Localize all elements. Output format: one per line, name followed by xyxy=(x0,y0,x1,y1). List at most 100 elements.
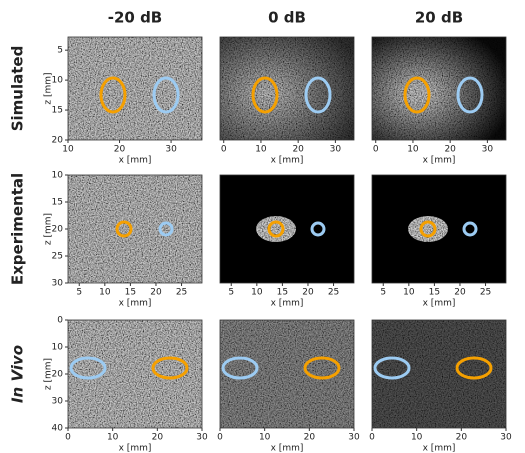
roi-blue xyxy=(456,76,484,114)
x-tick-label: 30 xyxy=(500,433,512,443)
x-tick-label: 20 xyxy=(292,145,304,155)
y-tick-label: 40 xyxy=(52,424,64,434)
x-tick-label: 10 xyxy=(255,145,267,155)
panel-frame xyxy=(371,174,507,284)
x-axis-label: x [mm] xyxy=(119,299,152,309)
panel-frame xyxy=(219,174,355,284)
y-tick-label: 10 xyxy=(52,76,64,86)
x-tick-label: 5 xyxy=(380,288,386,298)
row-label: In Vivo xyxy=(9,345,27,403)
shading xyxy=(220,320,354,428)
y-tick-label: 25 xyxy=(52,252,63,262)
x-axis-label: x [mm] xyxy=(119,156,152,166)
roi-orange xyxy=(403,76,431,114)
y-tick-label: 0 xyxy=(57,316,63,326)
y-tick-label: 30 xyxy=(52,397,64,407)
row-label: Simulated xyxy=(9,46,27,132)
x-tick-label: 25 xyxy=(480,288,491,298)
image-panel xyxy=(219,319,355,429)
y-tick-label: 10 xyxy=(52,171,64,181)
y-axis-label: z [mm] xyxy=(44,213,54,245)
speckle xyxy=(372,320,506,428)
column-header: -20 dB xyxy=(108,9,163,27)
roi-orange xyxy=(419,220,437,238)
y-tick-label: 20 xyxy=(52,370,64,380)
column-header: 0 dB xyxy=(268,9,306,27)
roi-blue xyxy=(373,356,411,380)
x-tick-label: 25 xyxy=(328,288,339,298)
x-tick-label: 20 xyxy=(456,433,468,443)
image-panel xyxy=(219,36,355,141)
x-tick-label: 30 xyxy=(348,433,360,443)
x-tick-label: 20 xyxy=(454,288,466,298)
x-tick-label: 10 xyxy=(407,145,419,155)
roi-blue xyxy=(462,221,478,237)
roi-orange xyxy=(251,76,279,114)
x-tick-label: 10 xyxy=(411,433,423,443)
x-tick-label: 20 xyxy=(302,288,314,298)
image-panel xyxy=(219,174,355,284)
x-tick-label: 20 xyxy=(304,433,316,443)
x-axis-label: x [mm] xyxy=(423,299,456,309)
y-tick-label: 10 xyxy=(52,343,64,353)
image-panel xyxy=(371,319,507,429)
x-tick-label: 5 xyxy=(228,288,234,298)
roi-blue xyxy=(152,76,180,114)
x-tick-label: 10 xyxy=(403,288,415,298)
x-tick-label: 15 xyxy=(125,288,136,298)
x-tick-label: 20 xyxy=(444,145,456,155)
y-tick-label: 30 xyxy=(52,279,64,289)
x-tick-label: 25 xyxy=(176,288,187,298)
image-panel xyxy=(67,174,203,284)
row-label: Experimental xyxy=(9,173,27,285)
y-tick-label: 5 xyxy=(57,46,63,56)
roi-orange xyxy=(267,220,285,238)
roi-blue xyxy=(158,221,174,237)
x-axis-label: x [mm] xyxy=(423,156,456,166)
y-tick-label: 15 xyxy=(52,198,63,208)
x-tick-label: 30 xyxy=(165,145,177,155)
x-tick-label: 30 xyxy=(482,145,494,155)
y-axis-label: z [mm] xyxy=(44,358,54,390)
x-tick-label: 0 xyxy=(369,433,375,443)
roi-blue xyxy=(304,76,332,114)
y-tick-label: 15 xyxy=(52,106,63,116)
x-tick-label: 20 xyxy=(152,433,164,443)
speckle xyxy=(68,37,202,140)
x-tick-label: 0 xyxy=(65,433,71,443)
y-tick-label: 20 xyxy=(52,225,64,235)
x-axis-label: x [mm] xyxy=(119,444,152,453)
roi-orange xyxy=(99,76,127,114)
panel-frame xyxy=(219,319,355,429)
speckle xyxy=(68,175,202,283)
roi-orange xyxy=(455,356,493,380)
image-panel xyxy=(67,319,203,429)
speckle-blob xyxy=(256,216,296,242)
panel-frame xyxy=(371,36,507,141)
x-tick-label: 0 xyxy=(373,145,379,155)
x-tick-label: 15 xyxy=(277,288,288,298)
x-tick-label: 30 xyxy=(196,433,208,443)
shading xyxy=(372,37,506,140)
image-panel xyxy=(67,36,203,141)
x-tick-label: 20 xyxy=(114,145,126,155)
roi-orange xyxy=(151,356,189,380)
x-tick-label: 10 xyxy=(259,433,271,443)
panel-frame xyxy=(371,319,507,429)
x-tick-label: 0 xyxy=(217,433,223,443)
x-tick-label: 10 xyxy=(107,433,119,443)
image-panel xyxy=(371,36,507,141)
panel-frame xyxy=(219,36,355,141)
speckle xyxy=(68,320,202,428)
x-tick-label: 30 xyxy=(330,145,342,155)
speckle xyxy=(220,320,354,428)
x-tick-label: 5 xyxy=(76,288,82,298)
speckle-blob xyxy=(408,216,448,242)
y-axis-label: z [mm] xyxy=(44,72,54,104)
x-axis-label: x [mm] xyxy=(271,299,304,309)
panel-frame xyxy=(67,36,203,141)
roi-blue xyxy=(69,356,107,380)
x-axis-label: x [mm] xyxy=(271,156,304,166)
